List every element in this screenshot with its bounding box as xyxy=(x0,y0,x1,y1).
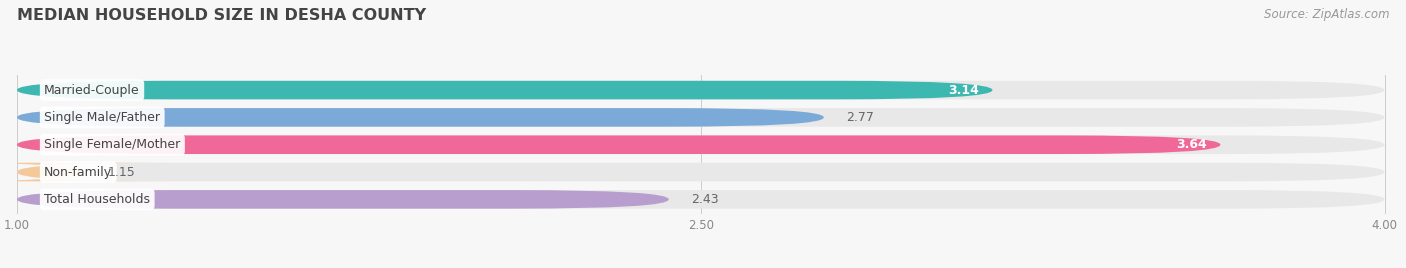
FancyBboxPatch shape xyxy=(17,81,1385,99)
FancyBboxPatch shape xyxy=(17,81,993,99)
Text: Married-Couple: Married-Couple xyxy=(44,84,139,96)
FancyBboxPatch shape xyxy=(17,108,824,127)
FancyBboxPatch shape xyxy=(17,108,1385,127)
Text: 3.64: 3.64 xyxy=(1175,138,1206,151)
FancyBboxPatch shape xyxy=(17,190,669,209)
Text: Total Households: Total Households xyxy=(44,193,150,206)
Text: 2.43: 2.43 xyxy=(692,193,720,206)
Text: Source: ZipAtlas.com: Source: ZipAtlas.com xyxy=(1264,8,1389,21)
Text: Non-family: Non-family xyxy=(44,166,112,178)
Text: Single Female/Mother: Single Female/Mother xyxy=(44,138,180,151)
Text: 1.15: 1.15 xyxy=(108,166,136,178)
FancyBboxPatch shape xyxy=(17,190,1385,209)
Text: 2.77: 2.77 xyxy=(846,111,875,124)
Text: 3.14: 3.14 xyxy=(948,84,979,96)
Text: Single Male/Father: Single Male/Father xyxy=(44,111,160,124)
FancyBboxPatch shape xyxy=(17,163,1385,181)
FancyBboxPatch shape xyxy=(17,135,1220,154)
FancyBboxPatch shape xyxy=(0,163,172,181)
Text: MEDIAN HOUSEHOLD SIZE IN DESHA COUNTY: MEDIAN HOUSEHOLD SIZE IN DESHA COUNTY xyxy=(17,8,426,23)
FancyBboxPatch shape xyxy=(17,135,1385,154)
